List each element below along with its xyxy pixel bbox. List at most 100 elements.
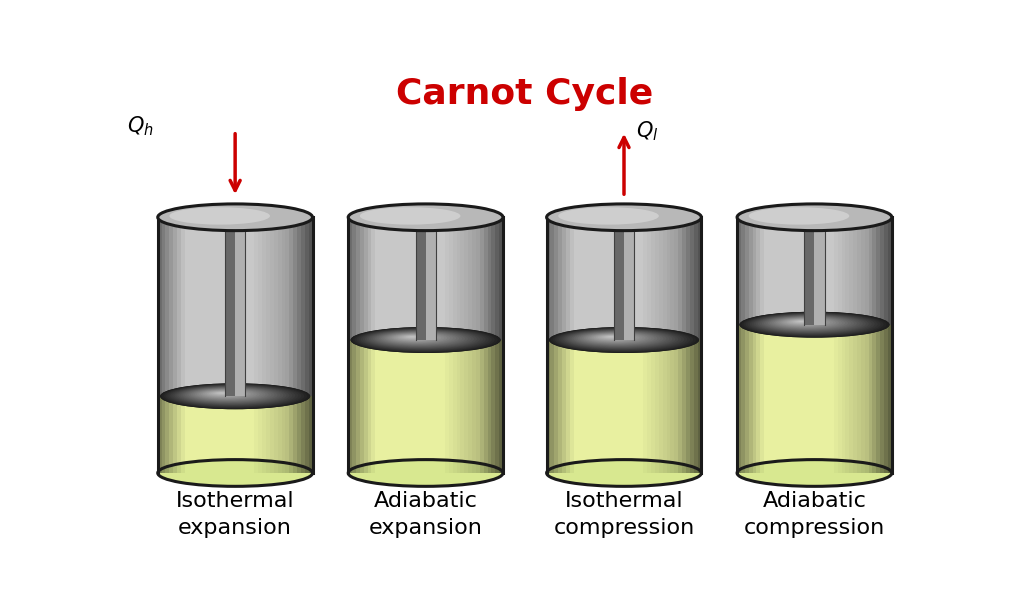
Ellipse shape bbox=[784, 319, 824, 326]
Ellipse shape bbox=[160, 383, 310, 409]
Ellipse shape bbox=[377, 331, 462, 346]
Polygon shape bbox=[868, 217, 872, 473]
Polygon shape bbox=[877, 217, 881, 473]
Ellipse shape bbox=[737, 460, 892, 486]
Polygon shape bbox=[348, 217, 352, 473]
Ellipse shape bbox=[401, 335, 427, 339]
Ellipse shape bbox=[168, 385, 298, 407]
Ellipse shape bbox=[582, 332, 651, 345]
Text: Isothermal
compression: Isothermal compression bbox=[553, 491, 694, 538]
Ellipse shape bbox=[193, 388, 263, 400]
Ellipse shape bbox=[749, 208, 849, 225]
Ellipse shape bbox=[549, 327, 699, 353]
Ellipse shape bbox=[565, 330, 675, 349]
Polygon shape bbox=[693, 217, 697, 473]
Ellipse shape bbox=[758, 315, 863, 333]
Ellipse shape bbox=[201, 390, 251, 398]
Ellipse shape bbox=[164, 384, 304, 408]
Ellipse shape bbox=[561, 329, 681, 350]
Ellipse shape bbox=[371, 330, 471, 347]
Polygon shape bbox=[483, 217, 487, 473]
Polygon shape bbox=[857, 217, 861, 473]
Ellipse shape bbox=[799, 321, 804, 322]
Ellipse shape bbox=[166, 384, 301, 407]
Polygon shape bbox=[352, 217, 356, 473]
Polygon shape bbox=[496, 217, 499, 473]
Ellipse shape bbox=[745, 313, 881, 336]
Ellipse shape bbox=[549, 327, 699, 353]
Ellipse shape bbox=[756, 314, 865, 333]
Polygon shape bbox=[301, 217, 305, 473]
Ellipse shape bbox=[748, 313, 878, 336]
Polygon shape bbox=[273, 217, 278, 473]
Polygon shape bbox=[697, 217, 701, 473]
Ellipse shape bbox=[772, 317, 842, 329]
Polygon shape bbox=[293, 217, 297, 473]
Polygon shape bbox=[225, 213, 236, 396]
Ellipse shape bbox=[184, 387, 274, 403]
Ellipse shape bbox=[356, 328, 492, 351]
Ellipse shape bbox=[379, 331, 459, 345]
Polygon shape bbox=[169, 217, 173, 473]
Ellipse shape bbox=[389, 333, 444, 343]
Ellipse shape bbox=[563, 329, 678, 349]
Polygon shape bbox=[468, 217, 472, 473]
Polygon shape bbox=[753, 217, 757, 473]
Polygon shape bbox=[690, 217, 693, 473]
Ellipse shape bbox=[571, 330, 667, 347]
Polygon shape bbox=[693, 217, 697, 473]
Ellipse shape bbox=[557, 329, 687, 351]
Ellipse shape bbox=[762, 315, 857, 331]
Text: $Q_l$: $Q_l$ bbox=[636, 119, 658, 143]
Polygon shape bbox=[492, 217, 496, 473]
Polygon shape bbox=[888, 217, 892, 473]
Polygon shape bbox=[737, 325, 892, 473]
Ellipse shape bbox=[547, 204, 701, 231]
Polygon shape bbox=[301, 217, 305, 473]
Ellipse shape bbox=[158, 204, 312, 231]
Polygon shape bbox=[464, 217, 468, 473]
Ellipse shape bbox=[406, 336, 421, 338]
Ellipse shape bbox=[182, 387, 278, 403]
Polygon shape bbox=[884, 217, 888, 473]
Polygon shape bbox=[282, 217, 286, 473]
Ellipse shape bbox=[573, 331, 664, 346]
Polygon shape bbox=[686, 217, 690, 473]
Ellipse shape bbox=[160, 383, 310, 409]
Ellipse shape bbox=[797, 321, 807, 323]
Ellipse shape bbox=[782, 318, 827, 326]
Ellipse shape bbox=[354, 328, 495, 352]
Ellipse shape bbox=[393, 334, 438, 342]
Ellipse shape bbox=[791, 320, 815, 324]
Ellipse shape bbox=[766, 316, 851, 330]
Polygon shape bbox=[476, 217, 480, 473]
Polygon shape bbox=[308, 217, 312, 473]
Polygon shape bbox=[558, 217, 562, 473]
Ellipse shape bbox=[739, 312, 890, 337]
Ellipse shape bbox=[559, 329, 684, 350]
Polygon shape bbox=[547, 217, 551, 473]
Polygon shape bbox=[453, 217, 457, 473]
Ellipse shape bbox=[188, 388, 268, 401]
Polygon shape bbox=[308, 217, 312, 473]
Ellipse shape bbox=[770, 317, 845, 330]
Ellipse shape bbox=[575, 331, 660, 346]
Ellipse shape bbox=[205, 390, 245, 397]
Polygon shape bbox=[884, 217, 888, 473]
Ellipse shape bbox=[211, 391, 237, 396]
Text: Carnot Cycle: Carnot Cycle bbox=[396, 77, 653, 111]
Polygon shape bbox=[682, 217, 686, 473]
Ellipse shape bbox=[387, 333, 447, 343]
Polygon shape bbox=[286, 217, 290, 473]
Ellipse shape bbox=[162, 384, 307, 409]
Polygon shape bbox=[872, 217, 877, 473]
Ellipse shape bbox=[399, 335, 429, 340]
Polygon shape bbox=[690, 217, 693, 473]
Polygon shape bbox=[682, 217, 686, 473]
Polygon shape bbox=[426, 213, 435, 340]
Ellipse shape bbox=[381, 332, 456, 345]
Ellipse shape bbox=[207, 391, 242, 397]
Ellipse shape bbox=[360, 329, 485, 350]
Polygon shape bbox=[297, 217, 301, 473]
Ellipse shape bbox=[170, 385, 295, 407]
